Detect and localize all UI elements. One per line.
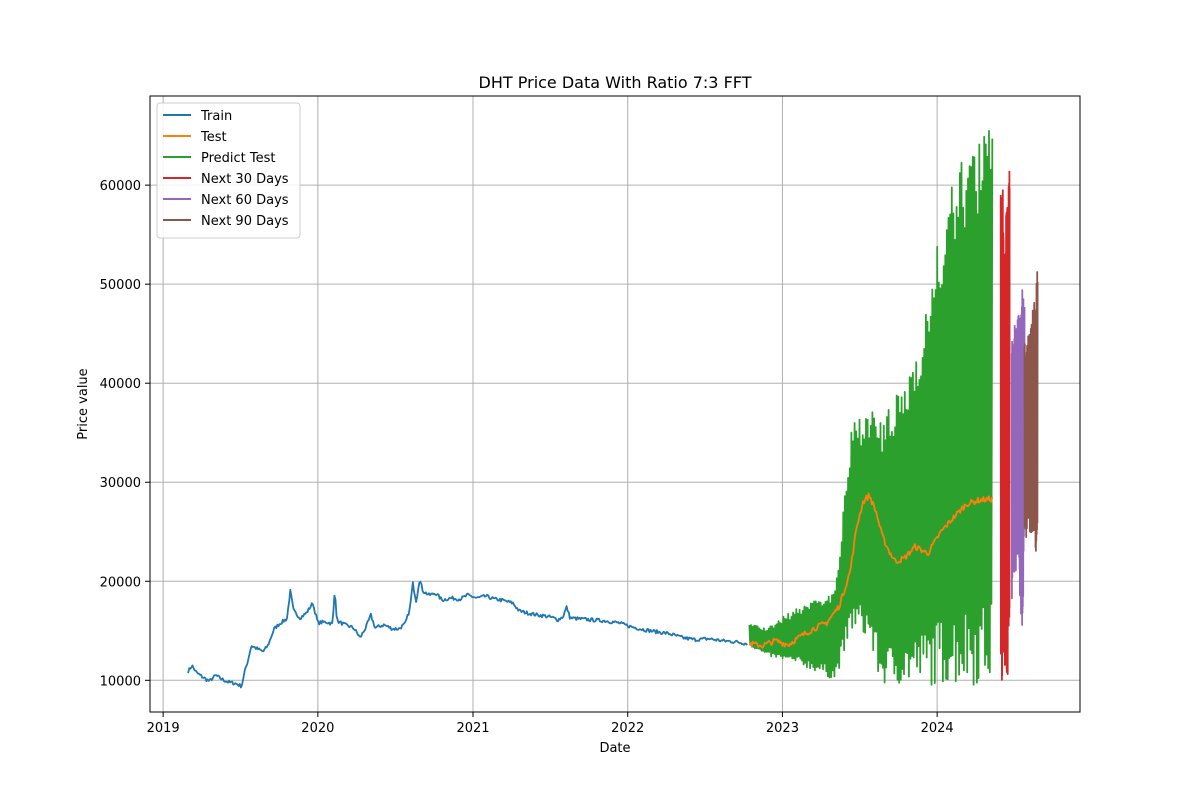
x-tick-label: 2024 bbox=[921, 721, 954, 736]
tick-layer: 2019 2020 2021 2022 2023 2024 10000 20000 30000 4… bbox=[100, 179, 954, 736]
x-tick-label: 2022 bbox=[611, 721, 644, 736]
x-tick-label: 2021 bbox=[456, 721, 489, 736]
x-tick-label: 2023 bbox=[766, 721, 799, 736]
y-tick-label: 60000 bbox=[100, 179, 141, 194]
y-axis-label: Price value bbox=[76, 368, 91, 439]
x-axis-label: Date bbox=[599, 741, 630, 756]
series-line-test bbox=[749, 492, 994, 649]
series-line-next-60-days bbox=[1010, 289, 1026, 626]
y-tick-label: 10000 bbox=[100, 674, 141, 689]
legend-label-next-90-days: Next 90 Days bbox=[201, 214, 289, 229]
y-tick-label: 20000 bbox=[100, 575, 141, 590]
chart-title: DHT Price Data With Ratio 7:3 FFT bbox=[479, 73, 752, 92]
y-tick-label: 50000 bbox=[100, 278, 141, 293]
legend-label-next-30-days: Next 30 Days bbox=[201, 172, 289, 187]
legend-label-predict-test: Predict Test bbox=[201, 151, 276, 166]
series-line-next-90-days bbox=[1023, 271, 1039, 552]
series-line-next-30-days bbox=[999, 170, 1011, 681]
series-layer bbox=[187, 130, 1039, 689]
y-tick-label: 30000 bbox=[100, 476, 141, 491]
legend-label-train: Train bbox=[200, 109, 232, 124]
y-tick-label: 40000 bbox=[100, 377, 141, 392]
plot-frame bbox=[149, 95, 1081, 713]
legend: Train Test Predict Test Next 30 Days Next 60… bbox=[156, 102, 301, 239]
legend-label-next-60-days: Next 60 Days bbox=[201, 193, 289, 208]
x-tick-label: 2019 bbox=[147, 721, 180, 736]
series-line-train bbox=[187, 580, 748, 689]
series-line-predict-test bbox=[748, 130, 994, 686]
x-tick-label: 2020 bbox=[301, 721, 334, 736]
legend-box bbox=[156, 102, 301, 239]
legend-label-test: Test bbox=[200, 130, 227, 145]
